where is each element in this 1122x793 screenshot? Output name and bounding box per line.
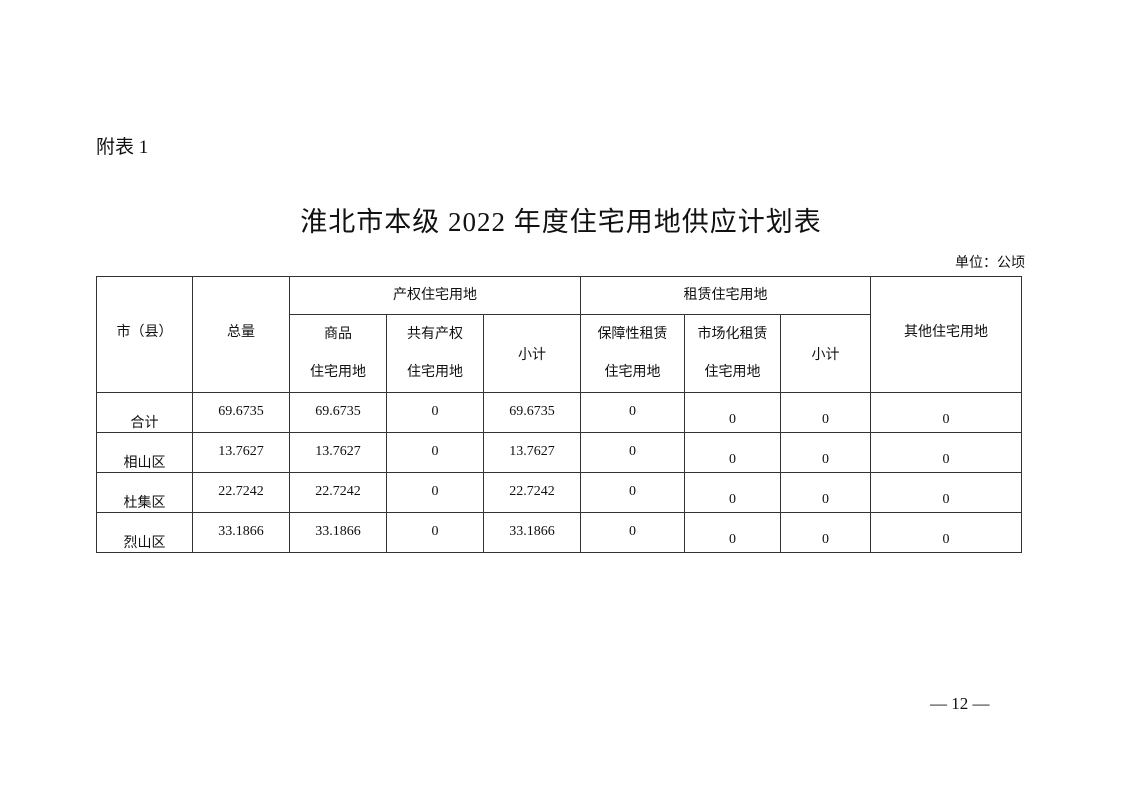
table-row: 相山区 13.7627 13.7627 0 13.7627 0 0 0 0: [96, 432, 1022, 473]
header-rental-group: 租赁住宅用地: [580, 276, 871, 315]
table-cell: 0: [870, 472, 1022, 513]
header-market: 市场化租赁 住宅用地: [684, 314, 781, 393]
header-shared: 共有产权 住宅用地: [386, 314, 484, 393]
table-cell: 0: [580, 432, 685, 473]
table-cell: 13.7627: [483, 432, 581, 473]
table-cell: 0: [870, 432, 1022, 473]
row-label: 合计: [96, 392, 193, 433]
table-cell: 33.1866: [483, 512, 581, 553]
table-cell: 0: [386, 432, 484, 473]
table-cell: 0: [684, 392, 781, 433]
header-text: 市场化租赁: [697, 326, 768, 342]
header-text: 住宅用地: [407, 364, 463, 380]
table-cell: 0: [386, 472, 484, 513]
supply-plan-table: 市（县） 总量 产权住宅用地 租赁住宅用地 其他住宅用地 商品住宅用地 共有产权…: [96, 276, 1022, 553]
table-cell: 13.7627: [289, 432, 387, 473]
header-text: 共有产权: [407, 326, 463, 342]
header-subtotal-ownership: 小计: [483, 314, 581, 393]
table-row: 烈山区 33.1866 33.1866 0 33.1866 0 0 0 0: [96, 512, 1022, 553]
header-text: 商品: [324, 326, 352, 342]
page-number: — 12 —: [930, 694, 990, 713]
table-cell: 0: [386, 512, 484, 553]
table-cell: 0: [780, 432, 871, 473]
table-cell: 0: [780, 512, 871, 553]
header-ownership-group: 产权住宅用地: [289, 276, 581, 315]
page-title: 淮北市本级 2022 年度住宅用地供应计划表: [300, 207, 822, 237]
header-commercial: 商品 住宅用地: [289, 314, 387, 393]
table-cell: 33.1866: [289, 512, 387, 553]
table-cell: 0: [580, 392, 685, 433]
table-cell: 0: [870, 512, 1022, 553]
table-cell: 0: [780, 472, 871, 513]
table-cell: 69.6735: [289, 392, 387, 433]
row-label: 烈山区: [96, 512, 193, 553]
table-cell: 0: [684, 472, 781, 513]
table-row: 合计 69.6735 69.6735 0 69.6735 0 0 0 0: [96, 392, 1022, 433]
table-cell: 0: [780, 392, 871, 433]
header-text: 住宅用地: [704, 364, 761, 380]
table-cell: 0: [684, 432, 781, 473]
table-cell: 33.1866: [192, 512, 290, 553]
table-cell: 0: [386, 392, 484, 433]
table-cell: 0: [580, 512, 685, 553]
header-text: 住宅用地: [310, 364, 366, 380]
header-other: 其他住宅用地: [870, 276, 1022, 393]
table-cell: 13.7627: [192, 432, 290, 473]
table-cell: 22.7242: [192, 472, 290, 513]
table-row: 杜集区 22.7242 22.7242 0 22.7242 0 0 0 0: [96, 472, 1022, 513]
header-affordable: 保障性租赁 住宅用地: [580, 314, 685, 393]
table-cell: 22.7242: [483, 472, 581, 513]
header-city: 市（县）: [96, 276, 193, 393]
attachment-label: 附表 1: [96, 137, 149, 158]
table-cell: 0: [580, 472, 685, 513]
table-cell: 69.6735: [192, 392, 290, 433]
row-label: 杜集区: [96, 472, 193, 513]
table-cell: 0: [870, 392, 1022, 433]
table-cell: 22.7242: [289, 472, 387, 513]
row-label: 相山区: [96, 432, 193, 473]
header-text: 住宅用地: [604, 364, 661, 380]
table-cell: 0: [684, 512, 781, 553]
header-total: 总量: [192, 276, 290, 393]
header-subtotal-rental: 小计: [780, 314, 871, 393]
unit-label: 单位：公顷: [955, 256, 1025, 271]
table-cell: 69.6735: [483, 392, 581, 433]
header-text: 保障性租赁: [597, 326, 668, 342]
